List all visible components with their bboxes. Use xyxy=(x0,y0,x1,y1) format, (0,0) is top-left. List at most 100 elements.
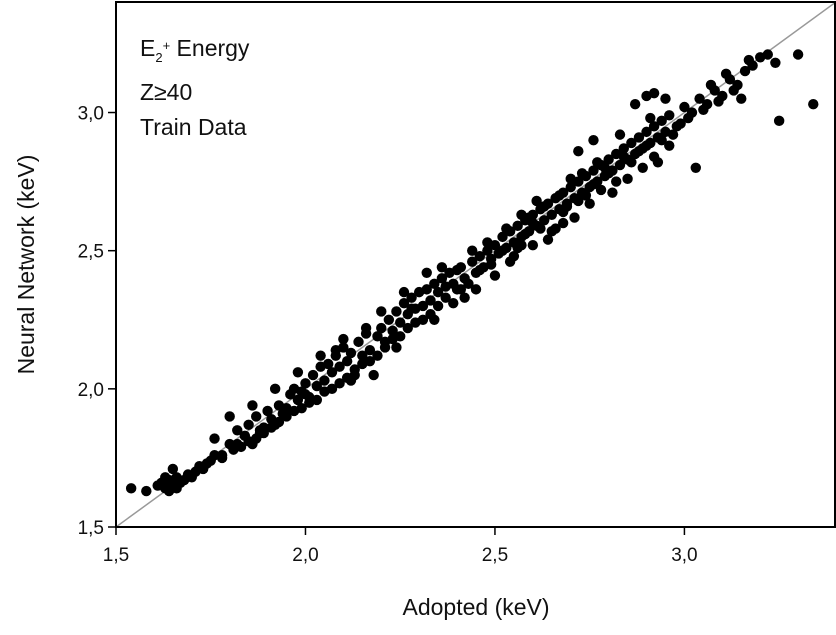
data-point xyxy=(713,96,724,107)
data-point xyxy=(535,223,546,234)
data-point xyxy=(334,361,345,372)
data-point xyxy=(599,162,611,173)
x-axis-title: Adopted (keV) xyxy=(402,594,549,620)
data-point xyxy=(410,317,421,328)
data-point xyxy=(398,297,410,309)
data-point xyxy=(580,190,592,201)
data-point xyxy=(595,184,607,196)
data-point xyxy=(467,256,478,267)
data-point xyxy=(565,173,576,185)
data-point xyxy=(429,278,440,290)
data-point xyxy=(372,331,383,342)
data-point xyxy=(273,416,285,428)
data-point xyxy=(292,394,304,406)
data-point xyxy=(633,146,645,157)
data-point xyxy=(770,57,781,68)
data-point xyxy=(307,369,319,381)
annotation-energy-label: E2+ Energy xyxy=(140,35,250,65)
data-point xyxy=(607,187,618,198)
data-point xyxy=(626,157,637,168)
data-point xyxy=(539,201,550,212)
data-point xyxy=(614,159,626,171)
data-point xyxy=(501,223,512,234)
data-point xyxy=(288,405,300,417)
data-point xyxy=(421,267,432,278)
data-point xyxy=(341,356,353,367)
data-point xyxy=(262,405,273,417)
data-point xyxy=(664,110,675,121)
data-point xyxy=(376,322,387,334)
data-point xyxy=(626,137,637,149)
data-point xyxy=(323,358,334,370)
data-point xyxy=(300,389,311,400)
data-point xyxy=(531,195,542,207)
data-point xyxy=(588,134,599,146)
data-point xyxy=(357,350,368,361)
y-tick-label: 2,5 xyxy=(78,242,104,263)
data-points-layer xyxy=(125,49,819,497)
data-point xyxy=(739,65,751,77)
data-point xyxy=(459,292,470,303)
data-point xyxy=(269,383,281,395)
data-point xyxy=(186,472,197,483)
data-point xyxy=(557,217,569,229)
data-point xyxy=(645,112,656,124)
data-point xyxy=(743,54,755,66)
data-point xyxy=(455,284,467,295)
data-point xyxy=(573,195,584,207)
data-point xyxy=(667,129,679,140)
data-point xyxy=(720,68,732,80)
data-point xyxy=(209,449,220,461)
data-point xyxy=(648,121,660,132)
data-point xyxy=(440,292,451,303)
data-point xyxy=(160,472,171,483)
data-point xyxy=(254,425,266,436)
data-point xyxy=(546,209,557,220)
data-point xyxy=(232,438,243,450)
data-point xyxy=(588,179,599,190)
data-point xyxy=(357,358,368,370)
data-point xyxy=(641,140,652,151)
data-point xyxy=(432,286,444,298)
data-point xyxy=(334,378,345,389)
data-point xyxy=(167,463,179,475)
data-point xyxy=(618,143,629,154)
data-point xyxy=(141,485,152,497)
data-point xyxy=(376,306,387,317)
x-tick-label: 2,5 xyxy=(482,545,508,566)
data-point xyxy=(372,350,383,361)
data-point xyxy=(656,115,667,127)
data-point xyxy=(546,226,557,237)
data-point xyxy=(694,93,705,104)
data-point xyxy=(485,259,497,270)
data-point xyxy=(482,237,493,248)
data-point xyxy=(467,245,478,256)
x-axis-ticks: 1,5 2,0 2,5 3,0 xyxy=(103,527,698,566)
data-point xyxy=(292,367,304,378)
data-point xyxy=(554,190,565,201)
data-point xyxy=(425,295,436,306)
data-point xyxy=(470,284,482,295)
data-point xyxy=(622,173,633,185)
data-point xyxy=(311,380,323,392)
data-point xyxy=(603,154,614,165)
data-point xyxy=(421,284,432,295)
data-point xyxy=(304,397,315,408)
data-point xyxy=(641,126,652,138)
data-point xyxy=(243,436,254,447)
data-point xyxy=(728,85,739,96)
annotation-e-symbol: E xyxy=(140,35,155,61)
data-point xyxy=(417,300,429,312)
data-point xyxy=(463,278,474,290)
data-point xyxy=(683,112,694,124)
data-point xyxy=(345,347,357,359)
data-point xyxy=(736,93,747,104)
data-point xyxy=(762,49,773,60)
plot-frame xyxy=(115,1,836,528)
data-point xyxy=(637,162,648,173)
data-point xyxy=(300,378,311,389)
data-point xyxy=(641,90,652,102)
annotation-dataset-label: Train Data xyxy=(140,114,247,140)
data-point xyxy=(588,165,599,176)
